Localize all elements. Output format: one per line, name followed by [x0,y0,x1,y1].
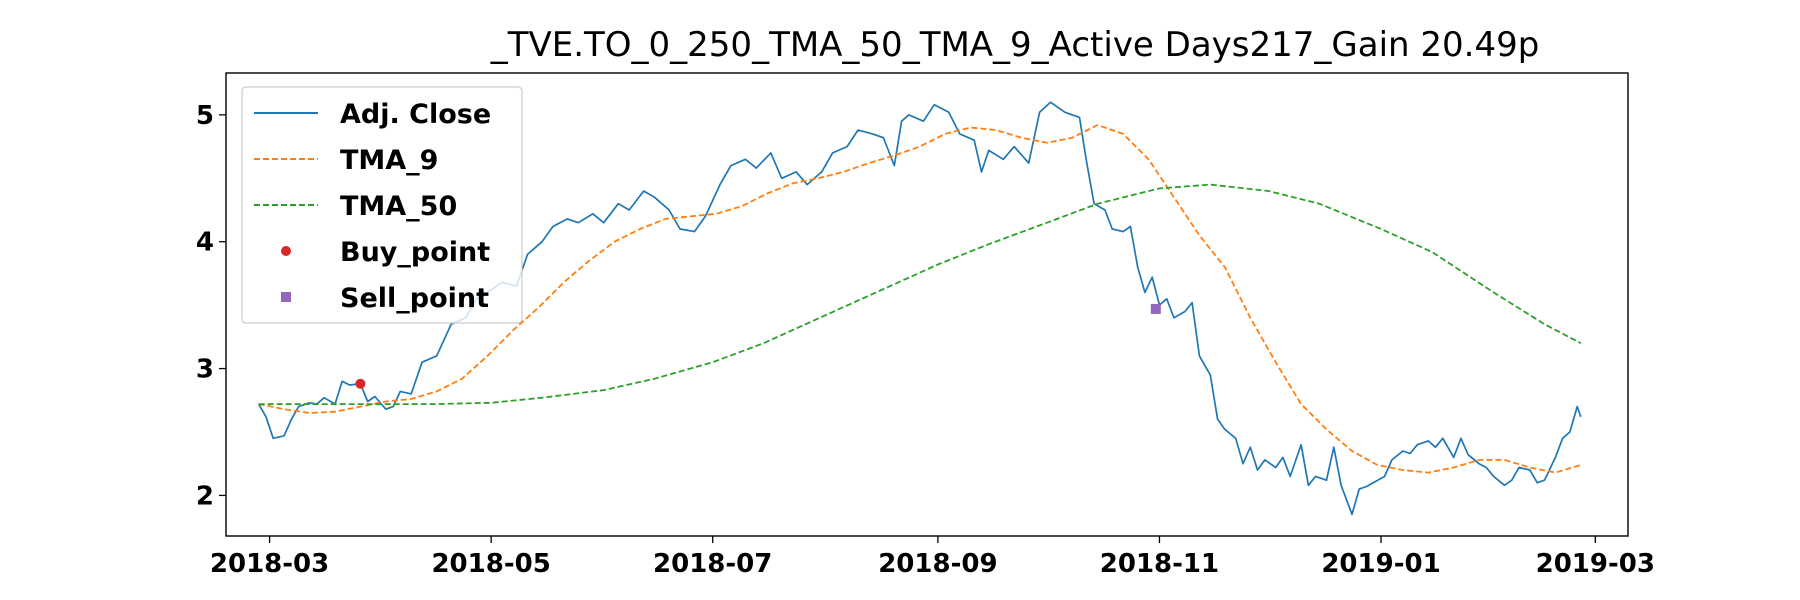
legend-label-tma-9: TMA_9 [340,145,438,176]
y-tick-label: 2 [196,481,214,511]
y-tick-label: 4 [196,228,214,258]
legend-label-sell-point: Sell_point [340,283,489,314]
y-tick-label: 3 [196,355,214,385]
legend-label-adj-close: Adj. Close [340,99,491,130]
marker-sell-point [1150,303,1161,314]
y-axis: 2 3 4 5 [196,101,226,511]
x-axis: 2018-03 2018-05 2018-07 2018-09 2018-11 2019-… [210,536,1655,579]
legend-label-tma-50: TMA_50 [340,191,457,222]
x-tick-label: 2019-03 [1536,549,1655,579]
x-tick-label: 2019-01 [1321,549,1440,579]
x-tick-label: 2018-09 [878,549,997,579]
plot-frame [225,72,1629,537]
legend-label-buy-point: Buy_point [340,237,490,268]
marker-buy-point [355,378,366,389]
x-tick-label: 2018-05 [431,549,550,579]
legend-box [241,86,523,324]
x-tick-label: 2018-11 [1100,549,1219,579]
legend-swatch-buy-point [281,246,291,256]
legend: Adj. Close TMA_9 TMA_50 Buy_point Sell_point [241,86,523,324]
series-line-tma-9 [258,124,1582,474]
chart-title: _TVE.TO_0_250_TMA_50_TMA_9_Active Days21… [490,25,1540,65]
x-tick-label: 2018-07 [653,549,772,579]
series-line-tma-50 [258,183,1582,405]
legend-swatch-sell-point [281,292,291,302]
x-tick-label: 2018-03 [210,549,329,579]
y-tick-label: 5 [196,101,214,131]
